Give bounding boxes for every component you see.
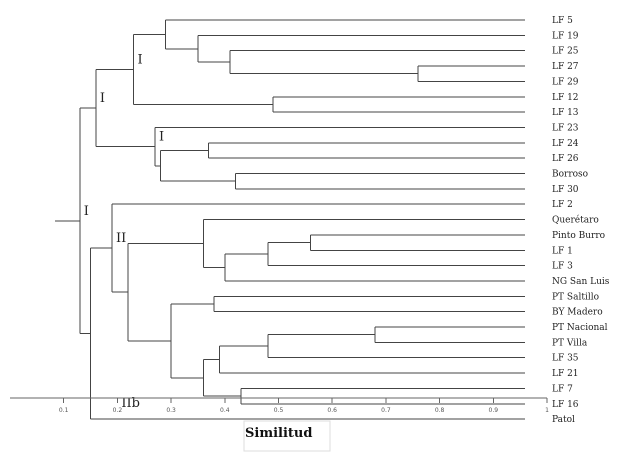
leaf-label: LF 5 — [552, 16, 573, 26]
leaf-labels: LF 5 LF 19 LF 25 LF 27 LF 29 LF 12 LF 13 LF 23 L… — [552, 16, 610, 425]
leaf-label: LF 13 — [552, 108, 579, 118]
cluster-label: IIb — [121, 396, 140, 411]
leaf-label: PT Nacional — [552, 323, 608, 333]
x-tick-label: 0.5 — [274, 407, 284, 414]
leaf-label: LF 12 — [552, 93, 579, 103]
leaf-label: LF 30 — [552, 185, 579, 195]
cluster-label: II — [116, 231, 126, 246]
leaf-label: LF 1 — [552, 246, 573, 256]
leaf-label: LF 24 — [552, 139, 579, 149]
x-tick-label: 1 — [545, 407, 549, 414]
x-tick-label: 0.4 — [220, 407, 230, 414]
leaf-label: LF 23 — [552, 123, 579, 133]
cluster-label: I — [84, 204, 89, 219]
x-tick-label: 0.2 — [113, 407, 123, 414]
leaf-label: LF 26 — [552, 154, 579, 164]
x-tick-label: 0.8 — [435, 407, 445, 414]
x-axis-ticks: 0.1 0.2 0.3 0.4 0.5 0.6 0.7 0.8 0.9 1 — [59, 398, 549, 414]
leaf-label: PT Saltillo — [552, 292, 599, 302]
leaf-label: Pinto Burro — [552, 231, 605, 241]
leaf-label: LF 2 — [552, 200, 573, 210]
x-tick-label: 0.1 — [59, 407, 69, 414]
leaf-label: LF 35 — [552, 354, 579, 364]
x-tick-label: 0.9 — [489, 407, 499, 414]
cluster-label: I — [159, 130, 164, 145]
leaf-label: NG San Luis — [552, 277, 610, 287]
leaf-label: LF 27 — [552, 62, 579, 72]
x-tick-label: 0.6 — [327, 407, 337, 414]
leaf-label: Borroso — [552, 170, 588, 180]
leaf-label: LF 29 — [552, 77, 579, 87]
x-axis-label-box — [243, 420, 331, 452]
leaf-label: BY Madero — [552, 308, 603, 318]
leaf-label: LF 25 — [552, 47, 579, 57]
x-axis-label: Similitud — [245, 426, 312, 441]
leaf-label: LF 19 — [552, 31, 579, 41]
leaf-label: LF 7 — [552, 384, 573, 394]
x-axis: 0.1 0.2 0.3 0.4 0.5 0.6 0.7 0.8 0.9 1 — [10, 397, 549, 414]
cluster-label: I — [100, 91, 105, 106]
leaf-label: Querétaro — [552, 215, 599, 226]
x-tick-label: 0.3 — [166, 407, 176, 414]
leaf-label: Patol — [552, 415, 575, 425]
leaf-label: LF 3 — [552, 262, 573, 272]
cluster-label: I — [138, 52, 143, 67]
leaf-label: LF 16 — [552, 400, 579, 410]
x-tick-label: 0.7 — [381, 407, 391, 414]
leaf-label: PT Villa — [552, 338, 588, 348]
dendrogram-branches — [55, 19, 525, 420]
leaf-label: LF 21 — [552, 369, 579, 379]
